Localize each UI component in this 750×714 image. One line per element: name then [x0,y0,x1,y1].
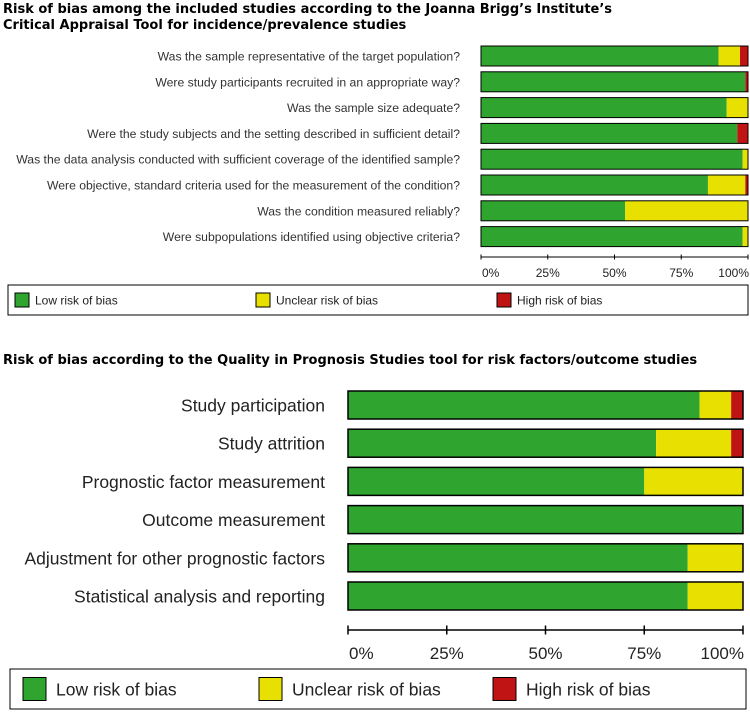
chart2-bar-segment-unclear [687,582,743,610]
chart1-legend-swatch-low [14,292,30,308]
chart1-category-label: Were study participants recruited in an … [155,75,460,89]
chart2-category-label: Statistical analysis and reporting [74,587,325,607]
chart2-legend [9,668,747,710]
chart2-bar-segment-low [348,467,645,496]
chart1-legend-swatch-unclear [255,292,271,308]
chart2-x-tick-label: 100% [701,644,744,663]
chart1-bar-segment-unclear [625,200,748,221]
chart1-title-line1: Risk of bias among the included studies … [3,2,613,17]
chart1-category-label: Were objective, standard criteria used f… [47,179,460,193]
chart1-bar-segment-unclear [742,149,748,170]
chart1-x-tick-label: 75% [669,266,693,280]
chart1-legend-label-unclear: Unclear risk of bias [276,294,378,308]
chart2-bar-segment-unclear [656,429,732,458]
chart2-bar-segment-low [348,429,657,458]
chart1-category-label: Was the sample size adequate? [287,101,460,115]
chart2-bar-segment-low [348,543,688,572]
chart2-bar-segment-low [348,391,700,419]
chart2-category-label: Study participation [181,396,325,416]
chart1-bar-segment-high [745,71,748,92]
chart1-bar-segment-unclear [726,97,748,118]
chart2-bar-segment-high [731,429,743,458]
chart2-x-tick-label: 75% [627,644,661,663]
chart1-bar-segment-low [481,200,626,221]
chart2-bar-segment-unclear [699,391,732,419]
chart1-category-label: Were subpopulations identified using obj… [163,230,460,244]
chart1-bar-segment-low [481,46,719,66]
chart1-bar-outline [480,148,749,170]
chart2-category-label: Adjustment for other prognostic factors [24,548,325,568]
chart1-bar-outline [480,45,749,67]
chart1-category-label: Was the condition measured reliably? [257,204,460,218]
chart2-x-tick-label: 25% [430,644,464,663]
chart2-category-label: Outcome measurement [142,510,325,530]
chart2-bar-segment-low [348,582,688,610]
chart1-bar-outline [480,200,749,222]
chart1-bar-outline [480,71,749,93]
chart1-bar-segment-high [745,175,748,195]
chart2-x-tick-label: 50% [528,644,562,663]
chart1-bar-outline [480,226,749,248]
chart2-legend-label-unclear: Unclear risk of bias [292,680,441,700]
chart2-legend-label-low: Low risk of bias [56,680,177,700]
chart1-title-line2: Critical Appraisal Tool for incidence/pr… [3,18,407,33]
chart2-bar-outline [347,581,744,611]
chart2-bar-outline [347,543,744,573]
chart1-category-label: Was the sample representative of the tar… [158,50,461,64]
chart2-bar-outline [347,428,744,458]
chart1-bar-segment-low [481,123,738,144]
chart1-bar-segment-low [481,226,743,247]
chart1-bar-segment-unclear [707,175,746,195]
chart2-bar-outline [347,390,744,420]
chart2-x-tick-label: 0% [349,644,374,663]
chart1-legend [7,284,749,316]
chart1-bar-outline [480,97,749,119]
chart2-bar-segment-unclear [644,467,743,496]
chart2-category-label: Study attrition [218,434,325,454]
chart1-bar-segment-unclear [718,46,740,66]
chart1-bar-segment-high [739,46,748,66]
chart2-bar-segment-high [731,391,743,419]
chart1-category-label: Was the data analysis conducted with suf… [16,153,460,167]
chart2-bar-segment-low [348,505,743,534]
chart2-legend-swatch-low [22,677,47,701]
chart1-legend-label-high: High risk of bias [517,294,602,308]
chart2-bar-segment-unclear [687,543,743,572]
chart1-bar-outline [480,122,749,144]
chart1-x-tick-label: 100% [718,266,749,280]
chart1-x-tick-label: 50% [602,266,626,280]
chart2-bar-outline [347,466,744,497]
chart1-legend-swatch-high [496,292,512,308]
chart1-legend-label-low: Low risk of bias [35,294,118,308]
chart2-legend-swatch-high [492,677,517,701]
chart1-bar-segment-low [481,71,746,92]
chart1-x-tick-label: 0% [482,266,500,280]
chart2-category-label: Prognostic factor measurement [82,472,325,492]
chart1-bar-segment-low [481,175,708,195]
chart1-bar-outline [480,174,749,196]
chart2-title: Risk of bias according to the Quality in… [3,353,698,368]
chart1-bar-segment-low [481,149,743,170]
chart2-legend-swatch-unclear [258,677,283,701]
chart2-legend-label-high: High risk of bias [526,680,651,700]
chart1-x-tick-label: 25% [536,266,560,280]
chart1-bar-segment-low [481,97,727,118]
chart1-category-label: Were the study subjects and the setting … [87,127,460,141]
chart2-bar-outline [347,504,744,535]
chart1-bar-segment-unclear [742,226,748,247]
chart1-bar-segment-high [737,123,748,144]
